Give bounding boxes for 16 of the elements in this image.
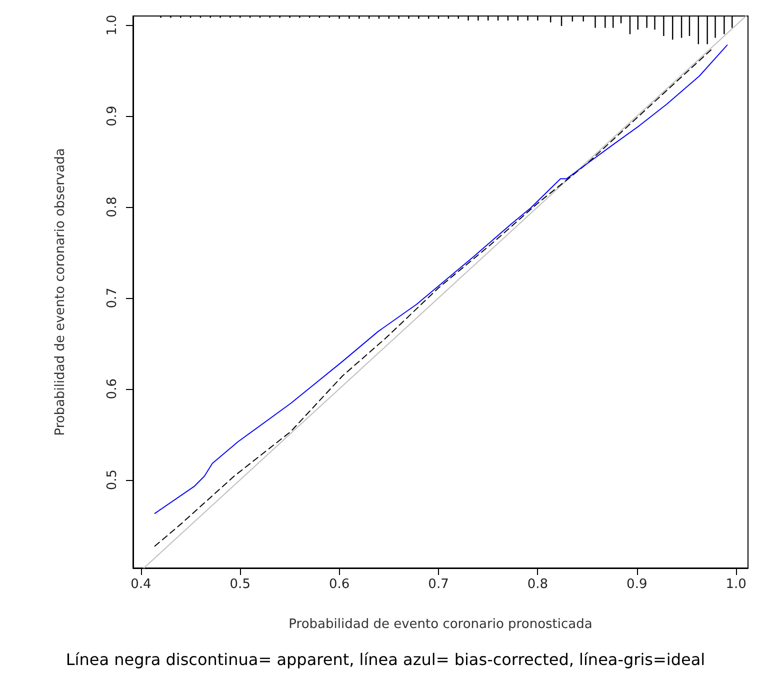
- x-axis-title: Probabilidad de evento coronario pronosticada: [288, 617, 592, 632]
- y-axis-title: Probabilidad de evento coronario observada: [53, 148, 68, 436]
- x-tick-label: 0.8: [527, 577, 548, 592]
- y-tick-label: 1.0: [105, 14, 120, 36]
- x-tick-label: 0.9: [626, 577, 648, 592]
- y-tick-label: 0.5: [105, 469, 120, 490]
- x-tick-label: 1.0: [726, 577, 746, 592]
- y-tick-label: 0.7: [105, 288, 120, 308]
- y-tick-label: 0.9: [105, 106, 120, 126]
- x-tick-label: 0.6: [328, 577, 350, 592]
- x-tick-label: 0.5: [230, 577, 250, 592]
- x-tick-label: 0.7: [428, 577, 449, 592]
- y-tick-label: 0.8: [105, 196, 120, 218]
- x-tick-label: 0.4: [130, 577, 152, 592]
- y-tick-label: 0.6: [105, 378, 120, 400]
- text: Línea negra discontinua= apparent, línea azul= bias-corrected, línea-gris=ideal: [64, 650, 706, 669]
